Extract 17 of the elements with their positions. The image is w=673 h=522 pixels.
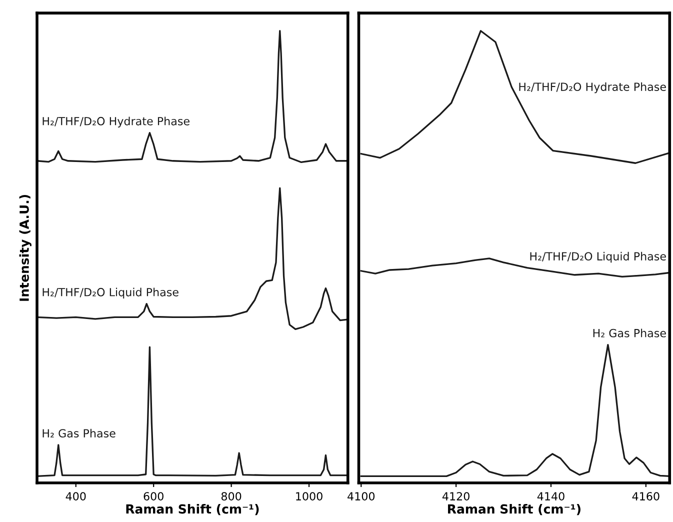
x-axis-title: Raman Shift (cm⁻¹) <box>126 504 259 516</box>
x-tick-label: 4120 <box>442 492 470 500</box>
x-tick-label: 4100 <box>348 492 375 500</box>
series-label: H₂/THF/D₂O Hydrate Phase <box>519 82 666 94</box>
text: H₂/THF/D₂O Hydrate Phase <box>42 116 190 128</box>
x-tick-label: 4140 <box>537 492 564 500</box>
series-label: H₂/THF/D₂O Liquid Phase <box>42 288 178 298</box>
series-label: H₂ Gas Phase <box>593 328 666 338</box>
x-tick-label: 400 <box>66 492 86 500</box>
y-axis-title: Intensity (A.U.) <box>19 194 32 301</box>
x-tick-label: 1000 <box>296 492 322 500</box>
x-tick-label: 4160 <box>632 492 660 500</box>
x-tick-label: 600 <box>144 492 164 500</box>
x-tick-label: 800 <box>221 492 242 500</box>
x-axis-title: Raman Shift (cm⁻¹) <box>448 504 580 516</box>
series-label: H₂ Gas Phase <box>42 428 116 438</box>
series-label: H₂/THF/D₂O Liquid Phase <box>530 252 666 263</box>
